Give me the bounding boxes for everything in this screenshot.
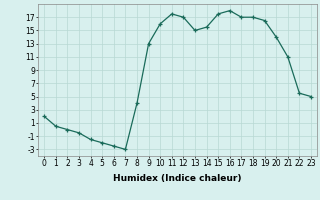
X-axis label: Humidex (Indice chaleur): Humidex (Indice chaleur) [113,174,242,183]
